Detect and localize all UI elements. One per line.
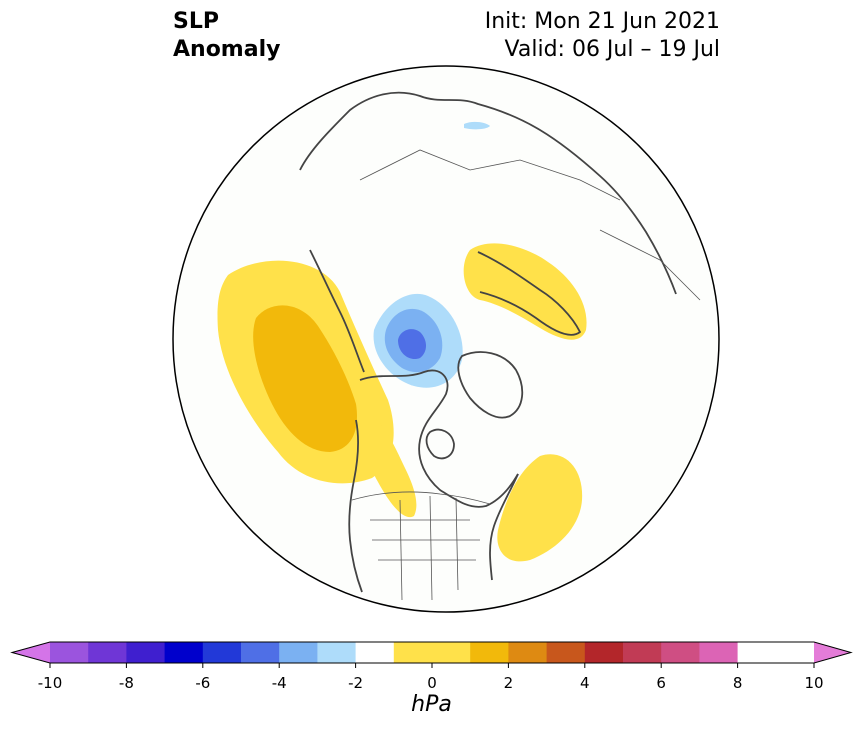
coastline-alaska: [309, 249, 365, 373]
valid-period: Valid: 06 Jul – 19 Jul: [504, 37, 720, 62]
colorbar-swatch: [775, 642, 815, 663]
init-date: Init: Mon 21 Jun 2021: [484, 9, 720, 34]
colorbar-unit-label: hPa: [411, 692, 452, 717]
polar-map: [172, 65, 720, 613]
border-eurasia: [359, 149, 701, 301]
coastline-eurasia: [299, 91, 677, 295]
colorbar-tick-label: -4: [272, 674, 287, 692]
coastline-north-america: [359, 369, 519, 508]
coastline-greenland: [457, 351, 524, 419]
colorbar-swatch: [50, 642, 89, 663]
colorbar-swatch: [164, 642, 204, 663]
colorbar-swatch: [584, 642, 624, 663]
title-line-1: SLP: [173, 9, 219, 34]
colorbar-swatch: [355, 642, 395, 663]
coastline-scandinavia: [477, 251, 581, 336]
colorbar-swatch: [737, 642, 777, 663]
colorbar-swatch: [241, 642, 280, 663]
colorbar-swatch: [279, 642, 318, 663]
colorbar-swatch: [88, 642, 127, 663]
colorbar-tick-label: 4: [580, 674, 590, 692]
anomaly-positive-atlantic: [497, 454, 583, 562]
colorbar-tick-label: 2: [504, 674, 514, 692]
map-boundary: [172, 65, 720, 613]
colorbar-tick-label: -8: [119, 674, 134, 692]
anomaly-negative-siberia: [464, 121, 490, 130]
colorbar-swatch: [508, 642, 548, 663]
colorbar-swatch: [623, 642, 662, 663]
colorbar-swatch: [699, 642, 739, 663]
anomaly-positive-pacific-core: [253, 305, 357, 452]
colorbar-swatch: [546, 642, 586, 663]
colorbar-tick-label: 10: [804, 674, 823, 692]
coastline-us-east: [489, 473, 519, 581]
colorbar-swatch: [317, 642, 357, 663]
colorbar-under-extension: [12, 642, 50, 663]
forecast-dates: Init: Mon 21 Jun 2021 Valid: 06 Jul – 19…: [485, 8, 720, 64]
border-grid-us: [370, 495, 480, 601]
anomaly-negative-arctic-core: [398, 329, 426, 360]
anomaly-layer: [217, 121, 587, 562]
colorbar-swatch: [126, 642, 166, 663]
anomaly-positive-canada: [358, 412, 417, 518]
coastline-hudson-bay: [425, 428, 455, 460]
colorbar-over-extension: [814, 642, 851, 663]
colorbar-swatch: [393, 642, 471, 663]
colorbar-swatch: [202, 642, 242, 663]
borders: [351, 149, 701, 601]
colorbar-tick-label: -2: [348, 674, 363, 692]
coastlines: [299, 91, 677, 593]
colorbar-swatch: [470, 642, 509, 663]
anomaly-positive-barents: [463, 243, 587, 340]
colorbar-tick-label: 6: [656, 674, 666, 692]
map-title: SLP Anomaly: [173, 8, 280, 64]
border-us-canada: [351, 491, 491, 505]
colorbar-tick-label: 8: [733, 674, 743, 692]
colorbar-tick-label: -10: [38, 674, 63, 692]
colorbar-tick-label: -6: [195, 674, 210, 692]
colorbar-swatch: [661, 642, 700, 663]
colorbar-tick-label: 0: [427, 674, 437, 692]
title-line-2: Anomaly: [173, 37, 281, 62]
coastline-west-coast: [348, 419, 363, 593]
